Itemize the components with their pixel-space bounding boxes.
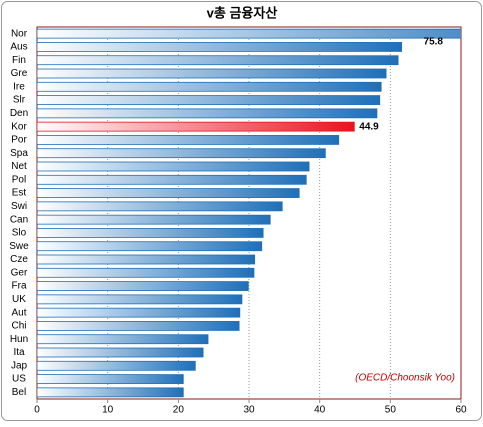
bar — [37, 68, 387, 79]
y-tick-label: Bel — [12, 387, 26, 398]
bar — [37, 81, 382, 92]
y-tick-label: Ita — [13, 347, 25, 358]
bar — [37, 321, 240, 331]
bar — [37, 42, 403, 52]
y-tick-label: Net — [11, 161, 27, 172]
y-tick-label: Slo — [12, 228, 27, 239]
y-tick-label: Pol — [12, 174, 26, 185]
y-tick-label: Fin — [12, 55, 26, 66]
y-tick-label: Aut — [11, 307, 26, 318]
y-tick-label: Jap — [11, 360, 28, 371]
bar — [37, 201, 283, 212]
plot — [37, 27, 461, 399]
x-tick-label: 60 — [455, 405, 467, 416]
y-tick-label: Aus — [10, 42, 27, 53]
bar — [37, 148, 326, 159]
y-tick-label: Por — [11, 135, 27, 146]
y-tick-label: Swe — [9, 241, 29, 252]
y-tick-label: Nor — [11, 28, 28, 39]
bar — [37, 174, 307, 185]
bar — [37, 267, 255, 278]
bar — [37, 95, 381, 105]
bar — [37, 347, 204, 358]
bar — [37, 55, 399, 66]
data-label: 75.8 — [424, 36, 444, 47]
bar — [37, 28, 461, 39]
y-tick-label: UK — [12, 294, 26, 305]
bar — [37, 241, 263, 252]
y-tick-label: Kor — [11, 121, 27, 132]
bar — [37, 135, 340, 145]
y-tick-label: US — [12, 374, 26, 385]
annotation: (OECD/Choonsik Yoo) — [355, 373, 455, 384]
bar — [37, 294, 243, 305]
y-tick-label: Den — [10, 108, 28, 119]
x-tick-label: 10 — [102, 405, 114, 416]
x-tick-label: 0 — [34, 405, 40, 416]
y-tick-label: Can — [10, 214, 28, 225]
x-tick-label: 40 — [314, 405, 326, 416]
chart-title: v총 금융자산 — [207, 5, 278, 20]
y-tick-label: Swi — [11, 201, 27, 212]
bar — [37, 307, 241, 318]
y-tick-label: Ire — [13, 81, 25, 92]
bar — [37, 161, 310, 172]
y-tick-label: Ger — [11, 267, 28, 278]
bar — [37, 228, 264, 238]
y-tick-label: Gre — [11, 68, 28, 79]
y-tick-label: Chi — [11, 321, 26, 332]
x-tick-label: 20 — [173, 405, 185, 416]
y-tick-label: Hun — [10, 334, 28, 345]
bar — [37, 387, 184, 398]
bar — [37, 334, 209, 345]
y-tick-label: Slr — [13, 95, 26, 106]
bar — [37, 360, 196, 371]
bar — [37, 121, 355, 132]
y-tick-label: Cze — [10, 254, 28, 265]
y-tick-label: Spa — [10, 148, 28, 159]
bar — [37, 108, 378, 119]
bar — [37, 188, 300, 198]
bar — [37, 281, 249, 291]
bar — [37, 214, 271, 225]
x-tick-label: 50 — [385, 405, 397, 416]
bar — [37, 254, 256, 265]
bar — [37, 374, 184, 384]
x-tick-label: 30 — [243, 405, 255, 416]
data-label: 44.9 — [359, 121, 379, 132]
y-tick-label: Fra — [12, 281, 27, 292]
y-tick-label: Est — [12, 188, 27, 199]
